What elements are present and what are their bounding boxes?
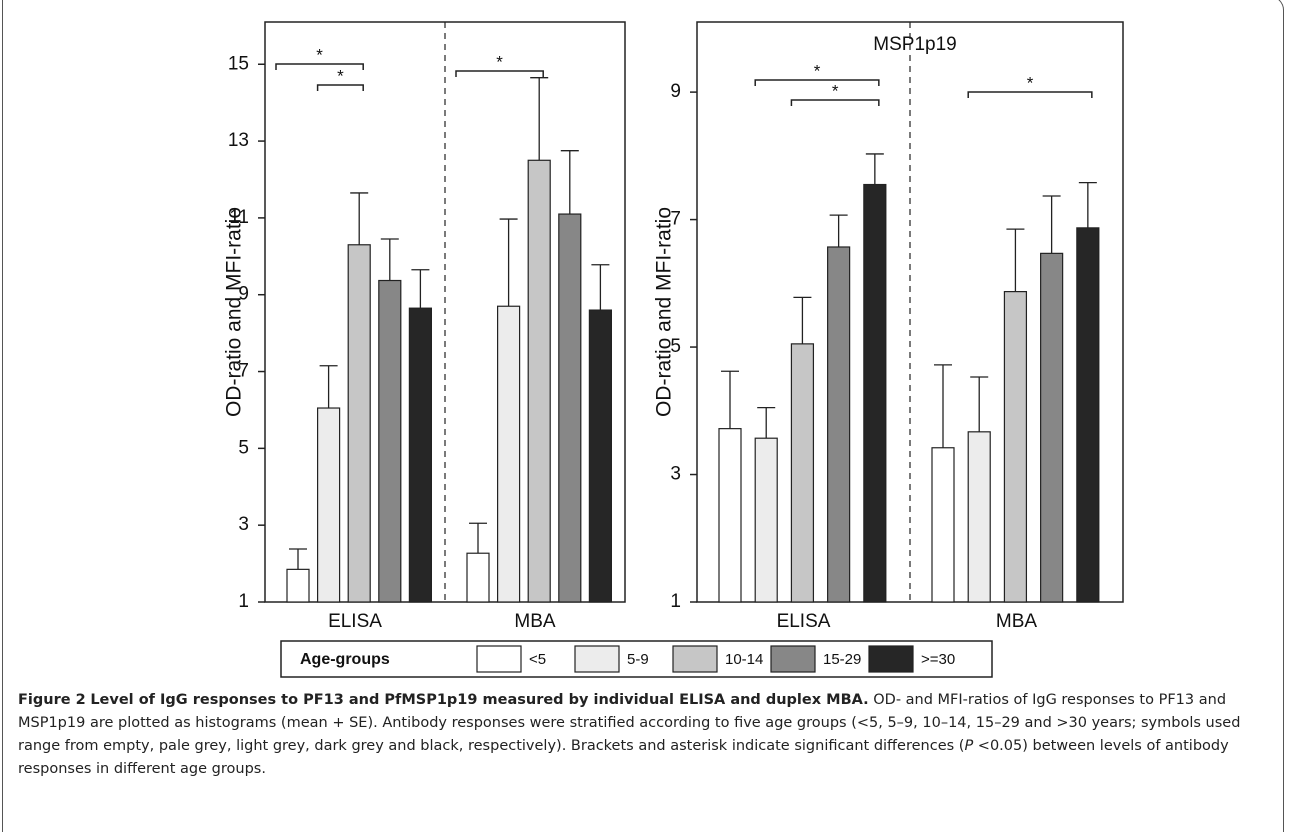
bar [1003, 291, 1028, 603]
y-tick-label: 3 [670, 464, 681, 485]
significance-bracket [316, 84, 364, 91]
legend-swatch [476, 645, 522, 673]
bar [497, 305, 521, 603]
y-tick-label: 13 [228, 130, 249, 151]
y-axis-title: OD-ratio and MFI-ratio [653, 207, 676, 417]
significance-bracket [275, 63, 364, 70]
bar [347, 244, 371, 603]
caption-italic: P [964, 738, 974, 754]
y-tick-label: 15 [228, 53, 249, 74]
legend-label: 10-14 [725, 651, 763, 668]
bar [588, 309, 613, 603]
bar [790, 343, 815, 603]
bar [967, 431, 991, 603]
chart-title: MSP1p19 [873, 34, 956, 55]
significance-bracket [790, 99, 880, 106]
y-tick-label: 5 [238, 437, 249, 458]
bar [931, 447, 955, 603]
y-tick-label: 9 [238, 284, 249, 305]
bar [378, 279, 402, 603]
caption-label: Figure 2 [18, 692, 86, 708]
legend-swatch [868, 645, 914, 673]
y-tick-label: 3 [238, 514, 249, 535]
significance-bracket [455, 70, 544, 77]
caption-text: <0.05) between levels of antibody respon… [18, 738, 1229, 777]
bar [1076, 227, 1100, 603]
significance-label: * [832, 81, 839, 100]
significance-label: * [337, 66, 344, 85]
bar [827, 246, 851, 603]
caption: Figure 2 Level of IgG responses to PF13 … [18, 689, 1273, 781]
bar [1040, 252, 1064, 603]
y-tick-label: 7 [238, 361, 249, 382]
legend-label: 15-29 [823, 651, 861, 668]
y-tick-label: 9 [670, 81, 681, 102]
y-tick-label: 1 [238, 591, 249, 612]
significance-label: * [496, 52, 503, 71]
significance-label: * [814, 61, 821, 80]
legend-swatch [770, 645, 816, 673]
significance-bracket [754, 79, 880, 86]
x-tick-label: MBA [996, 611, 1038, 632]
y-tick-label: 1 [670, 591, 681, 612]
bar [558, 213, 582, 603]
caption-text: OD- and MFI-ratios of IgG responses to P… [18, 692, 1241, 754]
significance-bracket [967, 91, 1093, 98]
bar [863, 183, 887, 603]
legend-label: 5-9 [627, 651, 649, 668]
significance-label: * [316, 45, 323, 64]
bar [317, 407, 341, 603]
bar [466, 552, 490, 603]
legend-label: <5 [529, 651, 546, 668]
y-tick-label: 5 [670, 336, 681, 357]
bar [754, 437, 778, 603]
y-tick-label: 7 [670, 209, 681, 230]
y-axis-title: OD-ratio and MFI-ratio [223, 207, 246, 417]
significance-label: * [1027, 73, 1034, 92]
bar [286, 568, 310, 603]
bar [408, 307, 432, 603]
x-tick-label: MBA [514, 611, 556, 632]
caption-title: Level of IgG responses to PF13 and PfMSP… [90, 692, 869, 708]
legend-label: >=30 [921, 651, 955, 668]
bar [718, 428, 742, 603]
x-tick-label: ELISA [328, 611, 382, 632]
bar [527, 159, 551, 603]
x-tick-label: ELISA [777, 611, 831, 632]
legend-title: Age-groups [300, 651, 390, 668]
legend-swatch [672, 645, 718, 673]
y-tick-label: 11 [229, 207, 249, 228]
legend-swatch [574, 645, 620, 673]
